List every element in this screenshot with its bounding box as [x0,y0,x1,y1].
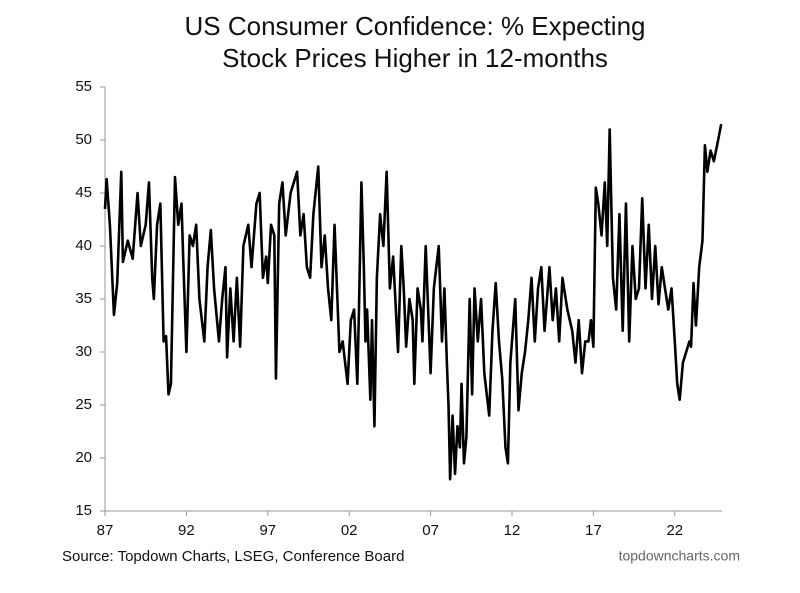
x-tick-label: 07 [422,522,439,539]
y-tick-label: 15 [75,502,92,519]
x-tick-label: 12 [504,522,521,539]
x-tick-label: 02 [341,522,358,539]
x-tick-label: 87 [97,522,114,539]
x-tick-label: 17 [585,522,602,539]
watermark: topdowncharts.com [619,548,740,564]
x-tick-label: 92 [178,522,195,539]
data-line [103,123,723,481]
x-tick-label: 22 [666,522,683,539]
y-tick-label: 30 [75,343,92,360]
x-tick-label: 97 [259,522,276,539]
y-tick-label: 35 [75,290,92,307]
y-tick-label: 50 [75,131,92,148]
source-note: Source: Topdown Charts, LSEG, Conference… [62,548,404,565]
y-tick-label: 20 [75,449,92,466]
y-tick-label: 55 [75,78,92,95]
chart-title: US Consumer Confidence: % Expecting Stoc… [184,11,646,73]
y-tick-label: 45 [75,184,92,201]
y-tick-label: 40 [75,237,92,254]
y-tick-label: 25 [75,396,92,413]
